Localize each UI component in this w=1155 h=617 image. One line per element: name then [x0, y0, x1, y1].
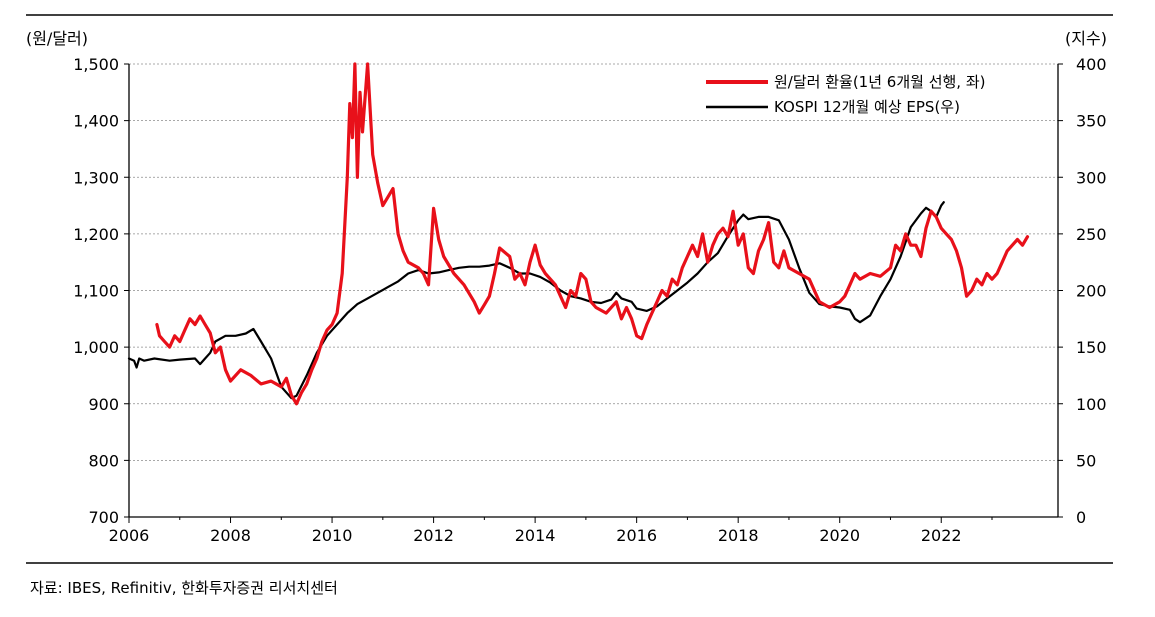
legend-label-eps: KOSPI 12개월 예상 EPS(우): [774, 98, 960, 116]
x-tick-label: 2020: [819, 526, 860, 545]
legend-label-fx: 원/달러 환율(1년 6개월 선행, 좌): [774, 73, 986, 91]
left-tick-label: 1,000: [73, 338, 119, 357]
left-tick-label: 700: [88, 508, 119, 527]
right-tick-label: 50: [1076, 451, 1096, 470]
x-tick-label: 2018: [718, 526, 759, 545]
right-tick-label: 150: [1076, 338, 1107, 357]
left-tick-label: 1,300: [73, 168, 119, 187]
right-axis-unit-label: (지수): [1065, 29, 1107, 48]
left-y-axis: 700 800 900 1,000 1,100 1,200 1,300 1,400 1,500: [73, 55, 129, 527]
x-tick-label: 2012: [413, 526, 454, 545]
right-tick-label: 300: [1076, 168, 1107, 187]
x-tick-label: 2022: [921, 526, 962, 545]
left-tick-label: 900: [88, 395, 119, 414]
left-tick-label: 1,100: [73, 282, 119, 301]
right-tick-label: 100: [1076, 395, 1107, 414]
x-tick-label: 2016: [616, 526, 657, 545]
x-tick-label: 2010: [312, 526, 353, 545]
right-tick-label: 250: [1076, 225, 1107, 244]
x-tick-label: 2008: [210, 526, 251, 545]
series-layer: [127, 62, 1030, 406]
right-tick-label: 400: [1076, 55, 1107, 74]
left-tick-label: 1,200: [73, 225, 119, 244]
series-line-fx: [155, 62, 1030, 406]
gridlines: [129, 63, 1058, 461]
right-tick-label: 0: [1076, 508, 1086, 527]
x-tick-label: 2006: [109, 526, 150, 545]
plot-frame: [128, 64, 1059, 518]
legend: 원/달러 환율(1년 6개월 선행, 좌) KOSPI 12개월 예상 EPS(…: [706, 73, 986, 116]
x-tick-label: 2014: [515, 526, 556, 545]
x-axis: 2006 2008 2010 2012 2014 2016 2018 2020 2022: [109, 517, 993, 545]
right-tick-label: 200: [1076, 282, 1107, 301]
source-note: 자료: IBES, Refinitiv, 한화투자증권 리서치센터: [30, 579, 338, 597]
right-tick-label: 350: [1076, 112, 1107, 131]
series-line-eps: [127, 201, 945, 400]
left-tick-label: 800: [88, 451, 119, 470]
left-tick-label: 1,400: [73, 112, 119, 131]
left-axis-unit-label: (원/달러): [26, 29, 88, 48]
right-y-axis: 0 50 100 150 200 250 300 350 400: [1058, 55, 1107, 527]
left-tick-label: 1,500: [73, 55, 119, 74]
